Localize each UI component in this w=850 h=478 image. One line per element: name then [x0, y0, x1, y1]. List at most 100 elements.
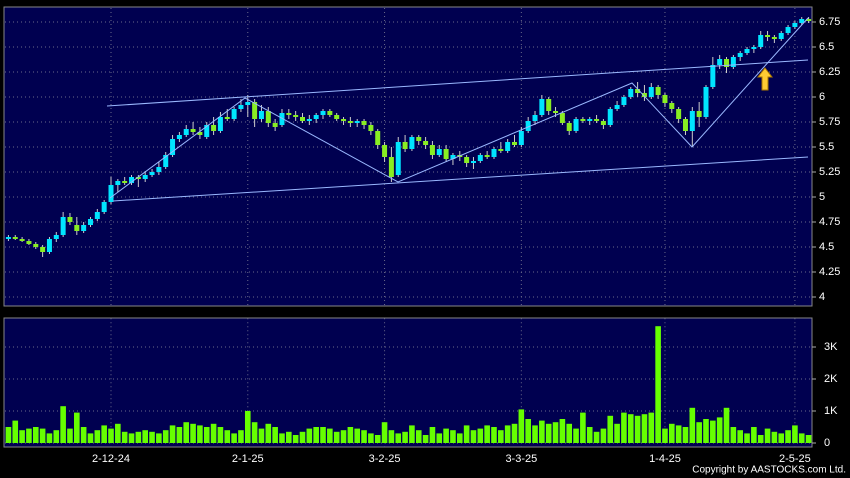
candle-body: [806, 19, 812, 21]
candle-body: [293, 115, 299, 117]
volume-bar: [320, 427, 326, 443]
candle-body: [518, 131, 524, 145]
candle-body: [676, 109, 682, 119]
volume-bar: [805, 435, 812, 443]
volume-bar: [737, 430, 743, 443]
candle-body: [429, 145, 435, 155]
volume-bar: [682, 427, 689, 443]
volume-bar: [443, 428, 449, 443]
volume-bar: [279, 433, 285, 443]
candle-body: [204, 125, 210, 137]
volume-bar: [450, 430, 456, 443]
volume-bar: [388, 430, 395, 443]
candle-body: [375, 131, 381, 145]
volume-bar: [231, 433, 237, 443]
candle-body: [648, 87, 654, 97]
candle-body: [730, 57, 736, 67]
candle-body: [176, 135, 182, 139]
volume-bar: [128, 433, 135, 443]
volume-bar: [552, 422, 559, 443]
candle-body: [525, 121, 531, 131]
candle-body: [751, 47, 757, 49]
candle-body: [279, 113, 285, 125]
x-tick-label: 2-5-25: [779, 453, 811, 465]
volume-bar: [703, 419, 709, 443]
volume-bar: [46, 433, 53, 443]
candle-body: [669, 103, 675, 109]
arrow: [756, 67, 774, 91]
volume-bar: [627, 414, 634, 443]
lower-channel: [112, 156, 809, 202]
volume-bar: [785, 430, 791, 443]
volume-bar: [409, 425, 415, 443]
candle-body: [539, 99, 545, 115]
candle-body: [60, 217, 66, 235]
volume-bar: [306, 428, 313, 443]
candle-body: [19, 239, 25, 241]
volume-bar: [730, 427, 737, 443]
price-panel: [3, 6, 813, 307]
volume-bar: [463, 425, 470, 443]
candle-body: [416, 137, 422, 141]
volume-bar: [5, 427, 12, 443]
volume-bar: [757, 435, 764, 443]
volume-bar: [53, 430, 60, 443]
y-tick-label: 6: [819, 91, 825, 103]
volume-bar: [80, 427, 87, 443]
y-tick-label: 5.25: [819, 166, 840, 178]
candle-body: [744, 49, 750, 53]
volume-bar: [798, 433, 805, 443]
candle-body: [436, 149, 442, 155]
volume-bar: [456, 433, 463, 443]
volume-bar: [176, 427, 183, 443]
candle-body: [67, 217, 73, 222]
volume-bar: [491, 427, 497, 443]
candle-body: [327, 111, 333, 115]
candle-body: [87, 219, 93, 225]
candle-body: [532, 115, 538, 121]
candle-body: [94, 212, 100, 219]
candle-body: [505, 142, 511, 151]
volume-bar: [641, 414, 648, 443]
volume-bar: [559, 419, 566, 443]
candle-body: [594, 119, 600, 121]
candle-body: [423, 141, 429, 145]
candle-body: [74, 225, 80, 231]
volume-bar: [422, 435, 429, 443]
candle-body: [224, 117, 230, 119]
volume-bar: [238, 430, 244, 443]
candle-body: [382, 145, 388, 157]
y-tick-label: 4.75: [819, 216, 840, 228]
candle-body: [402, 142, 408, 149]
candle-body: [163, 155, 169, 167]
volume-bar: [580, 412, 586, 443]
candle-body: [580, 119, 586, 121]
upper-channel: [106, 59, 809, 107]
candle-body: [156, 167, 162, 172]
candle-body: [341, 119, 347, 121]
volume-bar: [710, 420, 716, 443]
candle-body: [115, 181, 121, 185]
candle-body: [724, 59, 730, 67]
volume-bar: [586, 427, 593, 443]
volume-bar: [648, 412, 655, 443]
volume-bar: [395, 433, 402, 443]
volume-bar: [142, 430, 148, 443]
volume-bar: [669, 423, 675, 443]
candle-body: [682, 119, 688, 131]
candle-body: [464, 157, 470, 163]
volume-bar: [101, 425, 107, 443]
candle-body: [710, 65, 716, 87]
candle-body: [484, 155, 490, 157]
candle-body: [122, 181, 128, 183]
candle-body: [135, 177, 141, 179]
x-tick-label: 3-2-25: [369, 453, 401, 465]
y-tick-label: 6.75: [819, 16, 840, 28]
trendlines: [106, 17, 809, 202]
volume-bar: [217, 427, 224, 443]
candle-body: [368, 125, 374, 131]
x-tick-label: 3-3-25: [505, 453, 537, 465]
volume-bar: [716, 417, 723, 443]
volume-bar: [525, 419, 531, 443]
y-tick-label: 4.5: [819, 241, 834, 253]
